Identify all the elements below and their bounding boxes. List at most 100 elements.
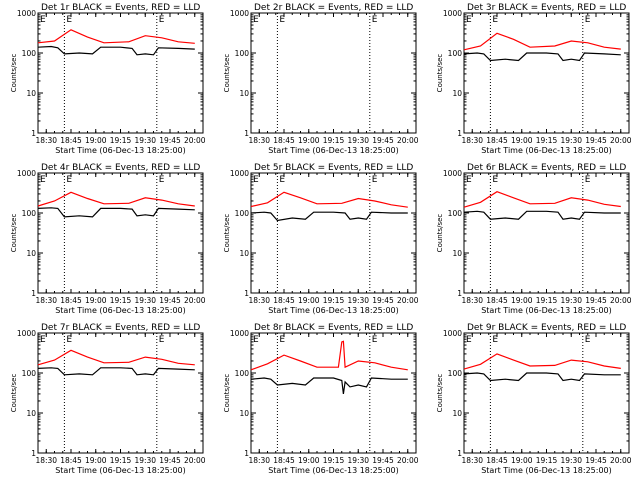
y-tick-label: 1000 [443, 169, 462, 178]
panel-det-2: Det 2r BLACK = Events, RED = LLD 1 10 100 10… [223, 3, 419, 155]
x-tick-label: 20:00 [397, 456, 419, 465]
x-tick-label: 19:45 [159, 136, 181, 145]
x-tick-label: 18:45 [60, 456, 82, 465]
x-tick-label: 18:30 [35, 136, 57, 145]
panel-title: Det 4r BLACK = Events, RED = LLD [41, 163, 200, 173]
eclipse-marker-label: E [66, 15, 72, 25]
x-tick-label: 19:15 [110, 296, 132, 305]
eclipse-marker-label: E [492, 15, 498, 25]
plot-frame [463, 12, 630, 134]
y-tick-label: 100 [448, 49, 463, 58]
y-axis-label: Counts/sec [223, 54, 231, 93]
x-tick-label: 19:15 [110, 456, 132, 465]
eclipse-marker-label: E [253, 175, 259, 185]
y-tick-label: 10 [239, 409, 249, 418]
lld-series-line [250, 340, 408, 371]
panel-title: Det 7r BLACK = Events, RED = LLD [41, 323, 200, 333]
eclipse-marker-label: E [585, 175, 591, 185]
x-tick-label: 18:45 [486, 136, 508, 145]
x-tick-label: 19:00 [85, 136, 107, 145]
x-tick-label: 18:30 [248, 136, 270, 145]
panel-det-3: Det 3r BLACK = Events, RED = LLD 1 10 100 10… [436, 3, 632, 155]
x-tick-label: 19:00 [298, 456, 320, 465]
x-tick-label: 20:00 [610, 456, 632, 465]
x-axis-label: Start Time (06-Dec-13 18:25:00) [268, 306, 399, 315]
x-tick-label: 18:45 [60, 296, 82, 305]
y-tick-label: 100 [235, 209, 250, 218]
y-tick-label: 1 [457, 449, 462, 458]
eclipse-marker-label: E [253, 15, 259, 25]
x-tick-label: 19:30 [134, 296, 156, 305]
y-axis-label: Counts/sec [436, 374, 444, 413]
y-tick-label: 1 [457, 129, 462, 138]
panel-det-5: Det 5r BLACK = Events, RED = LLD 1 10 100 10… [223, 163, 419, 315]
x-tick-label: 19:15 [323, 136, 345, 145]
x-tick-label: 19:00 [298, 136, 320, 145]
y-tick-label: 1000 [443, 329, 462, 338]
x-axis-label: Start Time (06-Dec-13 18:25:00) [55, 146, 186, 155]
x-axis-label: Start Time (06-Dec-13 18:25:00) [55, 306, 186, 315]
eclipse-marker-label: E [585, 15, 591, 25]
eclipse-marker-label: E [159, 15, 165, 25]
lld-series-line [37, 349, 195, 366]
eclipse-marker-label: E [279, 175, 285, 185]
y-tick-label: 1 [244, 289, 249, 298]
eclipse-marker-label: E [279, 335, 285, 345]
x-tick-label: 19:30 [347, 456, 369, 465]
x-tick-label: 18:45 [486, 456, 508, 465]
x-tick-label: 20:00 [610, 136, 632, 145]
y-tick-label: 1 [31, 289, 36, 298]
x-tick-label: 19:00 [298, 296, 320, 305]
x-axis-label: Start Time (06-Dec-13 18:25:00) [481, 306, 612, 315]
x-tick-label: 19:45 [372, 296, 394, 305]
eclipse-marker-label: E [466, 335, 472, 345]
panel-det-1: Det 1r BLACK = Events, RED = LLD 1 10 100 10… [10, 3, 206, 155]
eclipse-marker-label: E [40, 175, 46, 185]
eclipse-marker-label: E [372, 15, 378, 25]
x-tick-label: 20:00 [184, 296, 206, 305]
events-series-line [37, 45, 195, 56]
x-tick-label: 18:30 [35, 456, 57, 465]
eclipse-marker-label: E [40, 15, 46, 25]
events-series-line [463, 372, 621, 382]
eclipse-marker-label: E [466, 15, 472, 25]
lld-series-line [463, 191, 621, 208]
y-axis-label: Counts/sec [223, 374, 231, 413]
x-tick-label: 18:45 [273, 456, 295, 465]
x-tick-label: 18:30 [35, 296, 57, 305]
y-axis-label: Counts/sec [436, 54, 444, 93]
eclipse-marker-label: E [253, 335, 259, 345]
x-tick-label: 18:30 [461, 136, 483, 145]
y-tick-label: 100 [235, 49, 250, 58]
y-tick-label: 10 [26, 409, 36, 418]
eclipse-marker-label: E [279, 15, 285, 25]
panel-det-6: Det 6r BLACK = Events, RED = LLD 1 10 100 10… [436, 163, 632, 315]
y-axis-label: Counts/sec [223, 214, 231, 253]
y-tick-label: 10 [239, 249, 249, 258]
x-tick-label: 19:00 [85, 296, 107, 305]
panel-title: Det 3r BLACK = Events, RED = LLD [467, 3, 626, 13]
x-tick-label: 19:45 [585, 136, 607, 145]
y-tick-label: 1000 [230, 329, 249, 338]
eclipse-marker-label: E [585, 335, 591, 345]
panel-det-8: Det 8r BLACK = Events, RED = LLD 1 10 100 10… [223, 323, 419, 475]
panel-title: Det 1r BLACK = Events, RED = LLD [41, 3, 200, 13]
x-tick-label: 19:30 [134, 456, 156, 465]
y-tick-label: 1000 [230, 9, 249, 18]
x-tick-label: 19:30 [560, 296, 582, 305]
lld-series-line [463, 353, 621, 370]
x-tick-label: 18:45 [486, 296, 508, 305]
events-series-line [250, 377, 408, 394]
eclipse-marker-label: E [492, 175, 498, 185]
x-tick-label: 19:30 [134, 136, 156, 145]
panel-title: Det 5r BLACK = Events, RED = LLD [254, 163, 413, 173]
lld-series-line [463, 32, 621, 51]
x-tick-label: 19:30 [560, 136, 582, 145]
eclipse-marker-label: E [466, 175, 472, 185]
plot-frame [463, 332, 630, 454]
x-axis-label: Start Time (06-Dec-13 18:25:00) [268, 146, 399, 155]
x-tick-label: 19:15 [110, 136, 132, 145]
eclipse-marker-label: E [40, 335, 46, 345]
x-tick-label: 19:15 [536, 456, 558, 465]
